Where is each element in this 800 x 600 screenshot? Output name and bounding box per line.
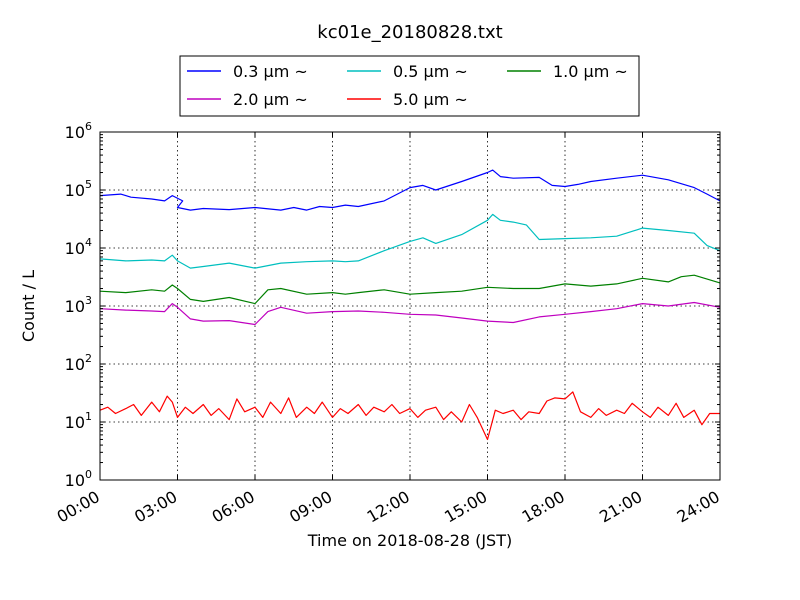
series-line (99, 274, 721, 305)
y-tick-base: 10 (65, 355, 85, 374)
legend-label: 5.0 μm ~ (393, 90, 468, 109)
y-tick-base: 10 (65, 413, 85, 432)
y-tick-label: 102 (65, 352, 92, 374)
legend-label: 0.5 μm ~ (393, 62, 468, 81)
tick-marks (99, 131, 721, 481)
y-tick-exponent: 5 (85, 178, 92, 191)
y-tick-label: 101 (65, 410, 92, 432)
x-axis-label: Time on 2018-08-28 (JST) (307, 531, 512, 550)
series-line (99, 391, 720, 441)
y-tick-exponent: 0 (85, 468, 92, 481)
y-tick-exponent: 3 (85, 294, 92, 307)
y-tick-exponent: 1 (85, 410, 92, 423)
y-tick-base: 10 (65, 239, 85, 258)
y-tick-exponent: 2 (85, 352, 92, 365)
y-tick-label: 104 (65, 236, 92, 258)
y-tick-base: 10 (65, 471, 85, 490)
y-axis-label: Count / L (19, 270, 38, 342)
series-group (99, 169, 721, 441)
legend-label: 0.3 μm ~ (233, 62, 308, 81)
y-tick-base: 10 (65, 181, 85, 200)
y-tick-base: 10 (65, 297, 85, 316)
series-line (99, 213, 721, 269)
y-tick-label: 103 (65, 294, 92, 316)
series-line (99, 301, 721, 326)
series-line (99, 169, 721, 211)
chart-title: kc01e_20180828.txt (317, 22, 502, 43)
legend: 0.3 μm ~ 0.5 μm ~ 1.0 μm ~ 2.0 μm ~ 5.0 μm ~ (179, 55, 640, 117)
legend-label: 1.0 μm ~ (553, 62, 628, 81)
y-tick-label: 105 (65, 178, 92, 200)
legend-label: 2.0 μm ~ (233, 90, 308, 109)
y-tick-exponent: 6 (85, 120, 92, 133)
y-tick-exponent: 4 (85, 236, 92, 249)
y-tick-label: 100 (65, 468, 92, 490)
y-tick-label: 106 (65, 120, 92, 142)
y-tick-base: 10 (65, 123, 85, 142)
legend-frame (179, 55, 640, 117)
